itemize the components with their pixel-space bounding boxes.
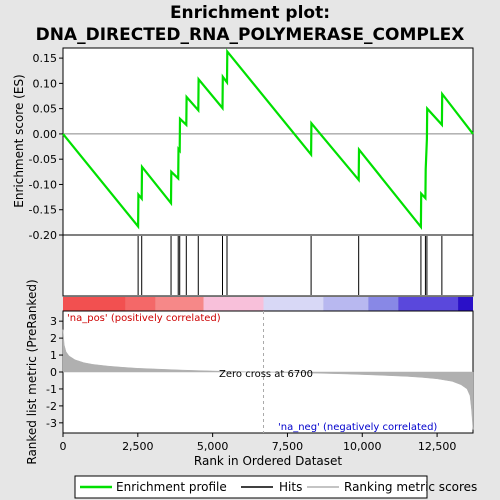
x-axis: 0 2,500 5,000 7,500 10,000 12,500 <box>60 433 457 453</box>
x-tick-label: 2,500 <box>122 440 154 453</box>
es-y-tick-label: -0.05 <box>29 153 57 166</box>
pos-correlated-label: 'na_pos' (positively correlated) <box>67 313 221 324</box>
x-tick-label: 12,500 <box>418 440 457 453</box>
hit-markers <box>137 236 443 295</box>
x-tick-label: 10,000 <box>343 440 382 453</box>
es-y-tick-label: -0.10 <box>29 178 57 191</box>
heatmap-block <box>458 297 473 311</box>
neg-correlated-label: 'na_neg' (negatively correlated) <box>278 422 437 433</box>
enrichment-profile-line <box>62 48 474 230</box>
metric-y-tick-label: -2 <box>46 400 57 413</box>
metric-y-tick-label: 2 <box>50 332 57 345</box>
rank-heatmap-bar <box>63 297 473 311</box>
legend-profile-label: Enrichment profile <box>116 480 227 494</box>
metric-y-axis: -3 -2 -1 0 1 2 3 <box>46 315 63 430</box>
hits-panel <box>62 234 474 297</box>
heatmap-block <box>368 297 399 311</box>
es-y-tick-label: 0.05 <box>33 103 58 116</box>
es-y-tick-label: 0.00 <box>33 128 58 141</box>
heatmap-block <box>155 297 204 311</box>
heatmap-block <box>323 297 369 311</box>
x-tick-label: 5,000 <box>197 440 229 453</box>
metric-y-tick-label: -1 <box>46 383 57 396</box>
es-y-tick-label: 0.10 <box>33 77 58 90</box>
es-panel <box>62 47 474 236</box>
heatmap-block <box>63 297 126 311</box>
legend-metric-label: Ranking metric scores <box>344 480 477 494</box>
x-tick-label: 0 <box>60 440 67 453</box>
x-axis-label: Rank in Ordered Dataset <box>194 454 342 468</box>
heatmap-block <box>125 297 156 311</box>
es-y-axis-label: Enrichment score (ES) <box>12 74 26 207</box>
es-y-tick-label: -0.20 <box>29 229 57 242</box>
chart-title-line2: DNA_DIRECTED_RNA_POLYMERASE_COMPLEX <box>36 25 465 45</box>
metric-y-tick-label: 3 <box>50 315 57 328</box>
metric-y-tick-label: -3 <box>46 417 57 430</box>
x-tick-label: 7,500 <box>272 440 304 453</box>
metric-y-axis-label: Ranked list metric (PreRanked) <box>25 279 39 464</box>
chart-title-line1: Enrichment plot: <box>170 3 330 23</box>
legend-hits-label: Hits <box>279 480 302 494</box>
heatmap-block <box>398 297 459 311</box>
es-y-tick-label: 0.15 <box>33 52 58 65</box>
zero-cross-label: Zero cross at 6700 <box>219 369 313 380</box>
es-y-axis: -0.20 -0.15 -0.10 -0.05 0.00 0.05 0.10 0.15 <box>29 52 63 242</box>
heatmap-block <box>203 297 264 311</box>
es-y-tick-label: -0.15 <box>29 204 57 217</box>
heatmap-block <box>263 297 324 311</box>
metric-y-tick-label: 1 <box>50 349 57 362</box>
metric-y-tick-label: 0 <box>50 366 57 379</box>
